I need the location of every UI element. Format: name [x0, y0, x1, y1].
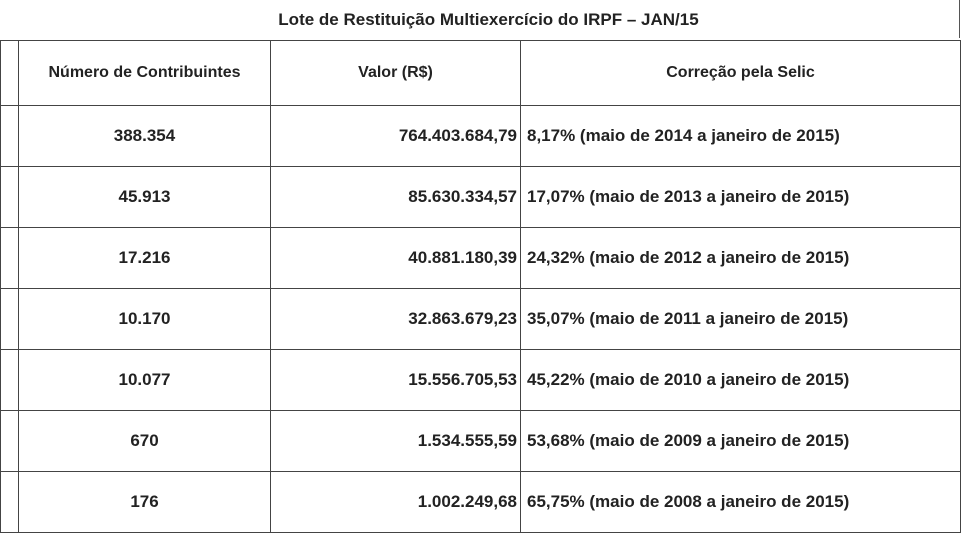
data-cell: 53,68% (maio de 2009 a janeiro de 2015): [520, 410, 961, 472]
header-cell: Valor (R$): [270, 40, 521, 106]
data-cell: 764.403.684,79: [270, 105, 521, 167]
cut-cell: [0, 105, 19, 167]
cut-cell: [0, 410, 19, 472]
data-cell: 17,07% (maio de 2013 a janeiro de 2015): [520, 166, 961, 228]
data-row: 45.913 85.630.334,57 17,07% (maio de 2013 …: [0, 166, 961, 228]
data-cell: 32.863.679,23: [270, 288, 521, 350]
data-row: 10.170 32.863.679,23 35,07% (maio de 2011 …: [0, 288, 961, 350]
header-cell: Correção pela Selic: [520, 40, 961, 106]
data-cell: 1.534.555,59: [270, 410, 521, 472]
data-cell: 10.077: [18, 349, 271, 411]
data-row: 388.354 764.403.684,79 8,17% (maio de 2014…: [0, 105, 961, 167]
data-row: 17.216 40.881.180,39 24,32% (maio de 2012 …: [0, 227, 961, 289]
data-cell: 65,75% (maio de 2008 a janeiro de 2015): [520, 471, 961, 533]
header-cell: Número de Contribuintes: [18, 40, 271, 106]
cut-cell: [0, 288, 19, 350]
data-cell: 670: [18, 410, 271, 472]
cut-cell: [0, 40, 19, 106]
data-cell: 40.881.180,39: [270, 227, 521, 289]
table-title: Lote de Restituição Multiexercício do IR…: [18, 0, 960, 38]
table-body: Número de Contribuintes Valor (R$) Corre…: [0, 40, 961, 533]
data-cell: 1.002.249,68: [270, 471, 521, 533]
data-cell: 15.556.705,53: [270, 349, 521, 411]
data-row: 10.077 15.556.705,53 45,22% (maio de 2010 …: [0, 349, 961, 411]
data-cell: 45,22% (maio de 2010 a janeiro de 2015): [520, 349, 961, 411]
data-cell: 388.354: [18, 105, 271, 167]
header-row: Número de Contribuintes Valor (R$) Corre…: [0, 40, 961, 106]
data-row: 670 1.534.555,59 53,68% (maio de 2009 a ja…: [0, 410, 961, 472]
data-cell: 45.913: [18, 166, 271, 228]
data-cell: 85.630.334,57: [270, 166, 521, 228]
cut-cell: [0, 471, 19, 533]
table: Número de Contribuintes Valor (R$) Corre…: [0, 40, 961, 533]
data-cell: 35,07% (maio de 2011 a janeiro de 2015): [520, 288, 961, 350]
data-row: 176 1.002.249,68 65,75% (maio de 2008 a ja…: [0, 471, 961, 533]
data-cell: 10.170: [18, 288, 271, 350]
cut-cell: [0, 349, 19, 411]
data-cell: 176: [18, 471, 271, 533]
cut-cell: [0, 227, 19, 289]
data-cell: 8,17% (maio de 2014 a janeiro de 2015): [520, 105, 961, 167]
data-cell: 17.216: [18, 227, 271, 289]
cut-cell: [0, 166, 19, 228]
data-cell: 24,32% (maio de 2012 a janeiro de 2015): [520, 227, 961, 289]
